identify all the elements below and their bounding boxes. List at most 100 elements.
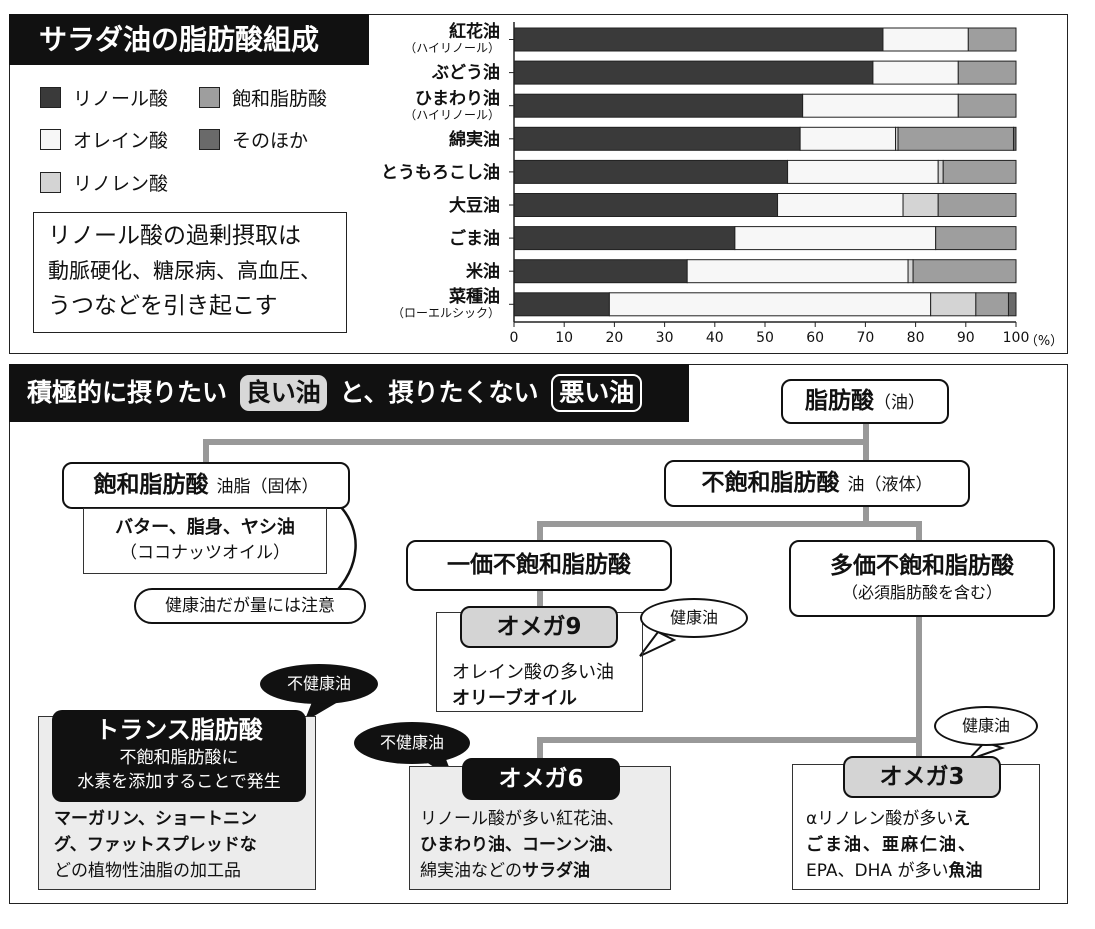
x-tick: 80: [906, 330, 925, 346]
legend-linolenic: リノレン酸: [40, 169, 168, 196]
legend-swatch: [40, 129, 61, 150]
omega6-box: [409, 766, 671, 890]
y-label-safflower: 紅花油 （ハイリノール）: [404, 22, 500, 55]
unsaturated-box: 不飽和脂肪酸 油（液体）: [664, 460, 970, 507]
y-label-cottonseed: 綿実油: [449, 130, 500, 150]
legend-swatch: [199, 129, 220, 150]
x-tick: 10: [555, 330, 574, 346]
x-tick: 100: [1002, 330, 1030, 346]
omega6-line3: 綿実油などのサラダ油: [420, 861, 590, 881]
x-tick: 40: [705, 330, 724, 346]
note-line: 動脈硬化、糖尿病、高血圧、: [48, 259, 321, 283]
warning-note: リノール酸の過剰摂取は 動脈硬化、糖尿病、高血圧、 うつなどを引き起こす: [33, 212, 347, 333]
trans-desc1: 不飽和脂肪酸に: [119, 748, 239, 768]
composition-title: サラダ油の脂肪酸組成: [9, 14, 369, 65]
omega3-healthy-tag: 健康油: [934, 706, 1038, 746]
omega9-line2: オリーブオイル: [452, 688, 577, 709]
root-sub: （油）: [874, 393, 925, 413]
y-label-corn: とうもろこし油: [381, 163, 500, 183]
trans-desc2: 水素を添加することで発生: [77, 772, 281, 792]
unsaturated-sub: 油（液体）: [847, 475, 933, 495]
legend-label: そのほか: [232, 130, 309, 152]
legend-label: リノール酸: [73, 88, 169, 110]
monounsaturated-box: 一価不飽和脂肪酸: [406, 540, 672, 591]
header-text: 積極的に摂りたい: [27, 378, 228, 407]
omega6-label: オメガ6: [462, 758, 620, 800]
legend-swatch: [40, 87, 61, 108]
omega3-line1: αリノレン酸が多いえ: [806, 809, 971, 829]
y-label-grape: ぶどう油: [432, 63, 500, 83]
saturated-examples: バター、脂身、ヤシ油 （ココナッツオイル）: [83, 508, 327, 574]
y-label-soybean: 大豆油: [449, 196, 500, 216]
legend-label: リノレン酸: [73, 173, 169, 195]
bar-segment: [937, 193, 1017, 217]
unsaturated-label: 不飽和脂肪酸: [701, 470, 840, 496]
y-labels: 紅花油 （ハイリノール） ぶどう油 ひまわり油 （ハイリノール） 綿実油 とうもろこ…: [370, 20, 500, 330]
bar-segment: [957, 93, 1017, 118]
saturated-label: 飽和脂肪酸: [93, 472, 209, 498]
saturated-sub: 油脂（固体）: [216, 477, 319, 497]
trans-unhealthy-tag: 不健康油: [260, 664, 378, 704]
legend-swatch: [40, 172, 61, 193]
omega9-line1: オレイン酸の多い油: [452, 662, 614, 683]
y-label-rice: 米油: [466, 262, 500, 282]
legend-other: そのほか: [199, 126, 308, 153]
stacked-bar-chart: [509, 22, 1017, 327]
omega9-label: オメガ9: [460, 606, 618, 648]
legend-label: オレイン酸: [73, 130, 169, 152]
bar-segment: [912, 259, 1017, 284]
omega6-line1: リノール酸が多い紅花油、: [420, 809, 624, 829]
poly-label: 多価不飽和脂肪酸: [830, 553, 1014, 579]
root-label: 脂肪酸: [805, 388, 874, 414]
trans-header: トランス脂肪酸 不飽和脂肪酸に 水素を添加することで発生: [52, 710, 306, 802]
x-tick: 70: [856, 330, 875, 346]
saturated-ex1: バター、脂身、ヤシ油: [115, 517, 295, 538]
x-tick: 50: [756, 330, 774, 346]
trans-examples: マーガリン、ショートニン グ、ファットスプレッドな どの植物性油脂の加工品: [54, 806, 257, 884]
bar-segment: [1007, 292, 1017, 317]
legend-linoleic: リノール酸: [40, 84, 168, 111]
legend-saturated: 飽和脂肪酸: [199, 84, 327, 111]
omega6-line2: ひまわり油、コーンン油、: [420, 835, 624, 855]
bar-segment: [935, 226, 1017, 251]
omega3-line3: EPA、DHA が多い魚油: [806, 861, 983, 881]
trans-title: トランス脂肪酸: [95, 716, 263, 744]
omega3-text: αリノレン酸が多いえ ごま油、亜麻仁油、 EPA、DHA が多い魚油: [806, 806, 982, 884]
saturated-ex2: （ココナッツオイル）: [120, 543, 290, 563]
header-text: と、摂りたくない: [339, 378, 539, 407]
x-tick: 90: [956, 330, 975, 346]
bad-oil-label: 悪い油: [551, 374, 643, 412]
y-label-sesame: ごま油: [449, 229, 500, 249]
bar-segment: [957, 60, 1017, 85]
omega6-text: リノール酸が多い紅花油、 ひまわり油、コーンン油、 綿実油などのサラダ油: [420, 806, 624, 884]
x-tick: 20: [605, 330, 624, 346]
legend-oleic: オレイン酸: [40, 126, 168, 153]
y-label-sunflower: ひまわり油 （ハイリノール）: [404, 89, 500, 122]
fatty-acid-root: 脂肪酸（油）: [781, 379, 949, 424]
omega3-line2: ごま油、亜麻仁油、: [806, 835, 977, 855]
bar-segment: [1012, 126, 1017, 151]
bar-segment: [967, 27, 1017, 52]
caution-bubble: 健康油だが量には注意: [134, 588, 366, 624]
bar-segment: [942, 159, 1017, 184]
note-line: リノール酸の過剰摂取は: [48, 223, 301, 249]
polyunsaturated-box: 多価不飽和脂肪酸 （必須脂肪酸を含む）: [789, 540, 1055, 617]
omega9-healthy-tag: 健康油: [640, 598, 748, 638]
oil-types-header: 積極的に摂りたい 良い油 と、摂りたくない 悪い油: [9, 364, 689, 422]
chart-area: 紅花油 （ハイリノール） ぶどう油 ひまわり油 （ハイリノール） 綿実油 とうもろこ…: [370, 20, 1070, 350]
omega3-label: オメガ3: [843, 756, 1001, 798]
note-line: うつなどを引き起こす: [48, 293, 278, 319]
legend-label: 飽和脂肪酸: [232, 88, 328, 110]
x-tick: 0: [509, 330, 519, 346]
trans-ex1: マーガリン、ショートニン: [54, 809, 257, 829]
trans-ex3: どの植物性油脂の加工品: [54, 861, 241, 881]
trans-ex2: グ、ファットスプレッドな: [54, 835, 257, 855]
saturated-box: 飽和脂肪酸 油脂（固体）: [62, 462, 350, 509]
x-tick: 60: [806, 330, 825, 346]
good-oil-label: 良い油: [239, 375, 327, 411]
x-unit: （%）: [1024, 334, 1064, 349]
omega6-unhealthy-tag: 不健康油: [354, 722, 470, 764]
y-label-rapeseed: 菜種油 （ローエルシック）: [391, 287, 500, 320]
legend-swatch: [199, 87, 220, 108]
